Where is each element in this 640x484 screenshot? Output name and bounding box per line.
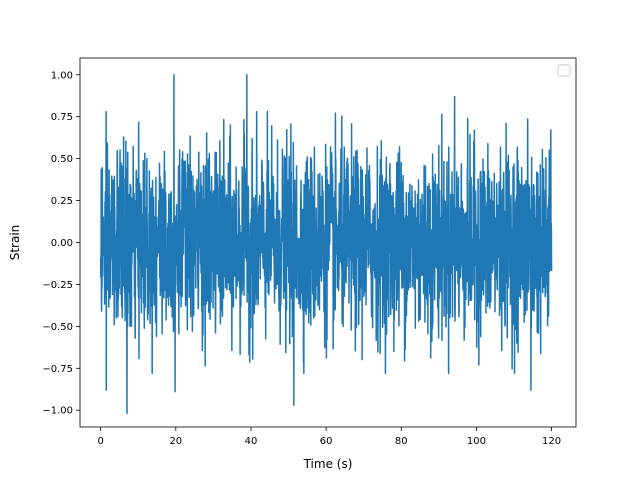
x-axis: 0 20 40 60 80 100 120 xyxy=(97,427,561,447)
y-tick-label: 0.50 xyxy=(51,154,73,165)
y-tick-label: 0.75 xyxy=(51,112,73,123)
x-tick-label: 0 xyxy=(97,436,103,447)
x-tick-label: 120 xyxy=(542,436,561,447)
y-axis: −1.00 −0.75 −0.50 −0.25 0.00 0.25 0.50 0.75 1.00 xyxy=(42,70,80,417)
y-tick-label: −0.50 xyxy=(42,322,73,333)
series-line-strain xyxy=(99,74,553,415)
y-tick-label: 0.00 xyxy=(51,238,73,249)
y-tick-label: 0.25 xyxy=(51,196,73,207)
series-layer xyxy=(99,74,553,415)
legend-box xyxy=(557,64,571,77)
y-tick-label: −0.25 xyxy=(42,280,73,291)
y-axis-label: Strain xyxy=(8,225,22,261)
x-axis-label: Time (s) xyxy=(303,457,353,471)
x-tick-label: 20 xyxy=(169,436,182,447)
x-tick-label: 60 xyxy=(320,436,333,447)
x-tick-label: 40 xyxy=(245,436,258,447)
y-tick-label: 1.00 xyxy=(51,70,73,81)
y-tick-label: −1.00 xyxy=(42,406,73,417)
x-tick-label: 80 xyxy=(395,436,408,447)
x-tick-label: 100 xyxy=(467,436,486,447)
y-tick-label: −0.75 xyxy=(42,364,73,375)
